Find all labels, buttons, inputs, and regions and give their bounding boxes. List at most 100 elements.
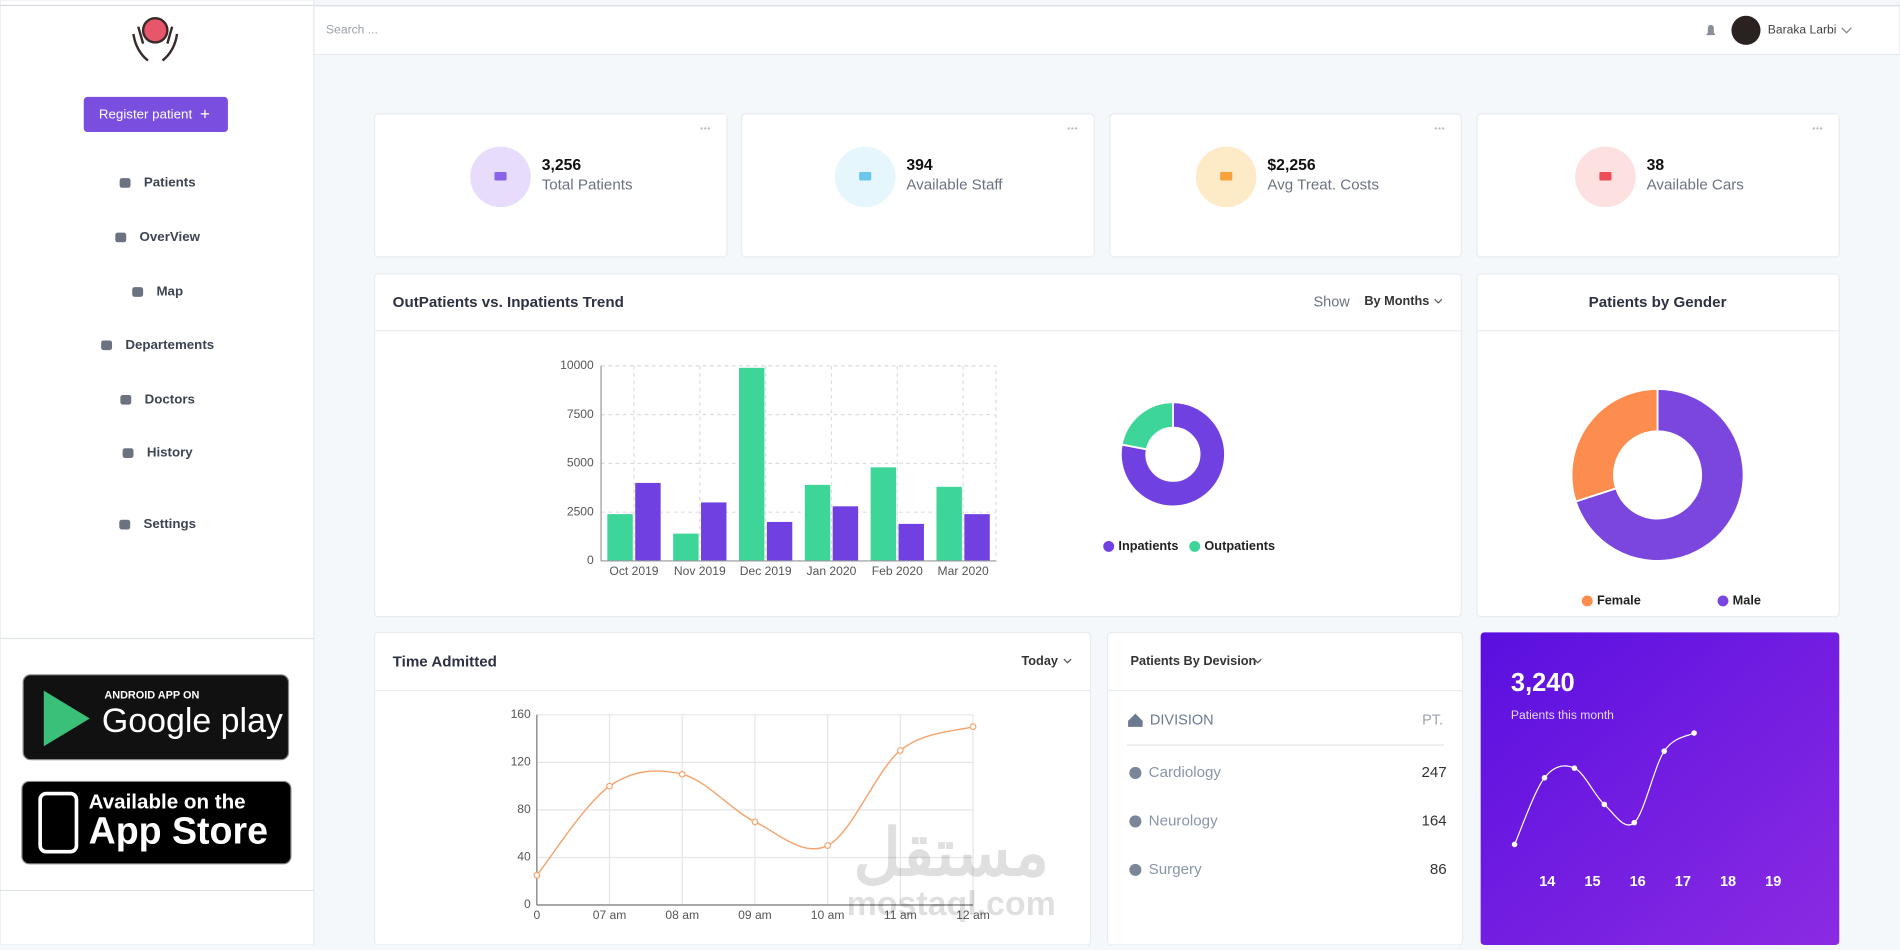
table-cell: Neurology (1149, 812, 1218, 829)
legend-label: Inpatients (1118, 538, 1178, 553)
donut-slice (1574, 387, 1745, 562)
badge-big: App Store (89, 809, 268, 851)
row-icon (1129, 815, 1142, 828)
menu-dot (1812, 127, 1816, 130)
point (1691, 730, 1697, 736)
point (1571, 765, 1578, 771)
point (751, 818, 759, 826)
chart-title: Patients by Gender (1589, 294, 1727, 311)
y-tick-label: 120 (511, 755, 531, 769)
watermark-ar: مستقل (853, 816, 1049, 889)
table-cell: Cardiology (1149, 764, 1222, 781)
period-select[interactable]: Today (1021, 653, 1058, 668)
y-tick-label: 2500 (567, 504, 594, 518)
menu-dot (1441, 127, 1445, 130)
x-tick-label: 12 am (956, 908, 990, 922)
bell-icon[interactable] (1706, 24, 1716, 36)
chevron (1063, 658, 1072, 664)
y-tick-label: 40 (517, 850, 531, 864)
bar (738, 367, 765, 561)
table-header: PT. (1422, 713, 1443, 729)
x-tick-label: 11 am (884, 908, 917, 922)
stat-value: $2,256 (1267, 157, 1315, 174)
menu-dot (707, 127, 711, 130)
point (1511, 841, 1518, 848)
bar (635, 482, 661, 561)
search[interactable]: Search ... (326, 22, 378, 36)
point (1601, 801, 1608, 808)
menu-dot (1816, 127, 1819, 130)
card (1106, 631, 1464, 946)
avatar[interactable] (1731, 15, 1761, 45)
nav-icon (101, 340, 113, 351)
bar (870, 467, 897, 561)
nav-icon (120, 394, 132, 405)
phone-icon (38, 791, 79, 854)
donut-slice (1570, 387, 1659, 503)
chevron (1253, 658, 1262, 664)
x-label: 14 (1539, 874, 1555, 890)
point (1541, 775, 1548, 781)
table-cell: 247 (1421, 764, 1446, 781)
show-label: Show (1313, 295, 1350, 311)
point (533, 871, 541, 879)
nav-icon (115, 232, 127, 243)
menu-dot (704, 127, 707, 130)
x-tick-label: Jan 2020 (807, 564, 857, 578)
stat-icon (494, 172, 507, 181)
nav-icon (119, 178, 131, 188)
chart-title: Time Admitted (393, 654, 497, 671)
nav-icon (132, 287, 144, 297)
watermark: مستقل mostaql.com (847, 816, 1056, 923)
legend-label: Female (1597, 592, 1641, 607)
apple-badge[interactable] (21, 780, 292, 865)
badge-small: ANDROID APP ON (104, 689, 199, 701)
table-cell: 164 (1421, 812, 1446, 829)
highlight-card (1480, 632, 1840, 945)
y-tick-label: 0 (524, 897, 531, 911)
badge-small: Available on the (89, 791, 246, 814)
badge-big: Google play (102, 702, 283, 740)
x-label: 17 (1675, 874, 1691, 890)
table-cell: Surgery (1149, 861, 1202, 878)
card-value: 3,240 (1511, 669, 1575, 697)
point (606, 782, 613, 790)
nav-icon (119, 519, 131, 530)
bar (832, 506, 859, 561)
card-subtitle: Patients this month (1511, 708, 1614, 722)
stat-icon (1599, 172, 1612, 181)
chart-title: OutPatients vs. Inpatients Trend (393, 294, 624, 311)
y-tick-label: 10000 (560, 358, 594, 372)
table-title[interactable]: Patients By Devision (1131, 653, 1257, 668)
google-badge[interactable] (22, 674, 290, 761)
period-select[interactable]: By Months (1364, 293, 1429, 308)
chevron (1434, 298, 1443, 304)
nav-item: Settings (144, 516, 197, 531)
card (373, 113, 728, 258)
bar (804, 484, 831, 561)
user-name[interactable]: Baraka Larbi (1768, 22, 1837, 36)
donut-slice (1119, 401, 1226, 508)
menu-dot (1438, 127, 1441, 130)
chevron[interactable] (1841, 27, 1852, 34)
watermark-en: mostaql.com (847, 885, 1056, 923)
register-button[interactable] (83, 96, 228, 133)
menu-dot (1067, 127, 1070, 130)
nav-icon (122, 448, 134, 458)
x-tick-label: Mar 2020 (938, 564, 989, 578)
point (824, 842, 832, 849)
x-tick-label: Dec 2019 (740, 564, 792, 578)
stat-value: 38 (1647, 157, 1665, 174)
menu-dot (1071, 127, 1074, 130)
legend-swatch (1103, 540, 1115, 552)
stat-value: 394 (906, 157, 933, 174)
table-cell: 86 (1430, 861, 1447, 878)
topbar (313, 5, 1900, 56)
stat-icon (859, 172, 872, 181)
point (1661, 748, 1667, 754)
home-icon (1128, 713, 1143, 727)
nav-item: Patients (144, 174, 196, 189)
menu-dot (1074, 127, 1078, 130)
point (896, 747, 904, 754)
